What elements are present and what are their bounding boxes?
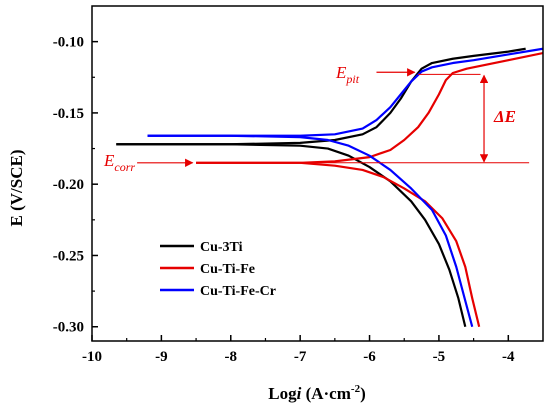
y-axis-title: E (V/SCE)	[7, 150, 26, 227]
x-axis-title-unit: (A·cm	[301, 384, 351, 403]
series-cu-3ti-cathodic-line	[116, 143, 467, 328]
annotation-layer: Epit Ecorr ΔE	[103, 63, 530, 174]
y-tick-label: -0.30	[53, 320, 84, 336]
x-tick-label: -6	[363, 349, 376, 365]
ecorr-label: Ecorr	[103, 151, 135, 174]
x-tick-label: -5	[433, 349, 446, 365]
legend-label-cu-ti-fe: Cu-Ti-Fe	[200, 262, 255, 277]
legend-label-cu-3ti: Cu-3Ti	[200, 240, 243, 255]
x-tick-label: -7	[294, 349, 307, 365]
x-tick-label: -10	[82, 349, 102, 365]
x-tick-label: -4	[502, 349, 515, 365]
series-cu-ti-fe-cr-cathodic-line	[147, 134, 474, 328]
legend: Cu-3Ti Cu-Ti-Fe Cu-Ti-Fe-Cr	[160, 240, 276, 299]
series-cu-ti-fe-cathodic-line	[196, 161, 481, 328]
plot-frame	[91, 5, 544, 342]
x-axis-title-var: i	[297, 384, 302, 403]
series-cu-3ti-anodic-line	[116, 47, 526, 146]
series-cu-ti-fe-cr-anodic-line	[147, 47, 543, 137]
x-axis-title-exp: -2	[351, 383, 361, 395]
ticks-layer: -10 -9 -8 -7 -6 -5 -4 -0.30 -0.25 -0.20 -0.15 -0.10	[53, 35, 515, 365]
x-tick-label: -9	[155, 349, 168, 365]
y-tick-label: -0.20	[53, 177, 84, 193]
y-tick-label: -0.15	[53, 106, 84, 122]
legend-label-cu-ti-fe-cr: Cu-Ti-Fe-Cr	[200, 284, 276, 299]
epit-label: Epit	[335, 63, 360, 86]
y-tick-label: -0.25	[53, 248, 84, 264]
y-tick-label: -0.10	[53, 35, 84, 51]
delta-e-label: ΔE	[493, 107, 516, 126]
series-layer	[116, 47, 543, 328]
x-axis-title-close: )	[360, 384, 366, 403]
series-cu-ti-fe-anodic-line	[196, 51, 543, 164]
x-axis-title: Logi (A·cm-2)	[268, 383, 366, 403]
x-tick-label: -8	[225, 349, 238, 365]
x-axis-title-prefix: Log	[268, 384, 297, 403]
